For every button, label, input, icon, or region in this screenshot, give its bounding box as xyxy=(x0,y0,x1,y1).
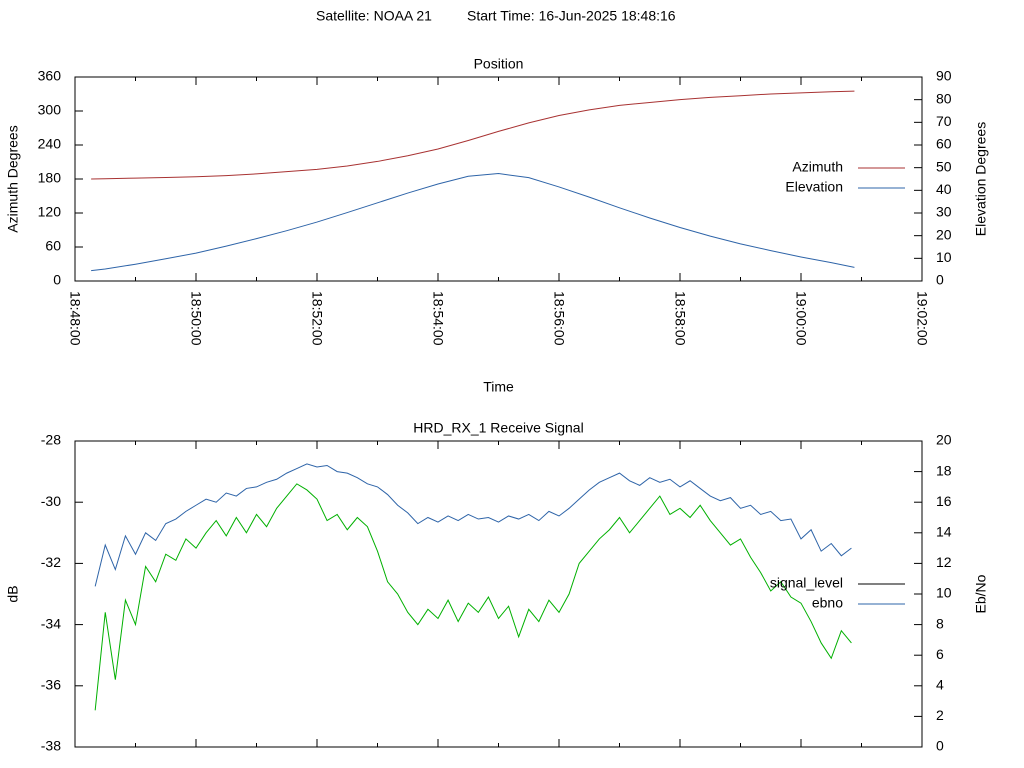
legend-label: Azimuth xyxy=(792,159,843,175)
x-tick-label: 18:50:00 xyxy=(188,291,204,346)
legend-label: Elevation xyxy=(785,179,843,195)
y2-axis-label: Eb/No xyxy=(973,574,989,613)
y-tick-label: 60 xyxy=(45,238,61,254)
y-tick-label: -38 xyxy=(41,738,61,754)
y-tick-label: -30 xyxy=(41,493,61,509)
y2-tick-label: 30 xyxy=(936,204,952,220)
y2-tick-label: 10 xyxy=(936,585,952,601)
y2-tick-label: 40 xyxy=(936,181,952,197)
y-tick-label: 300 xyxy=(38,102,62,118)
y-axis-label: Azimuth Degrees xyxy=(5,125,21,232)
y2-tick-label: 6 xyxy=(936,646,944,662)
chart-title: HRD_RX_1 Receive Signal xyxy=(413,420,583,436)
y2-tick-label: 0 xyxy=(936,272,944,288)
x-tick-label: 18:52:00 xyxy=(309,291,325,346)
satellite-label: Satellite: NOAA 21 xyxy=(316,8,432,24)
legend-label: ebno xyxy=(812,595,843,611)
y2-tick-label: 50 xyxy=(936,158,952,174)
y-tick-label: -36 xyxy=(41,677,61,693)
y-tick-label: 120 xyxy=(38,204,62,220)
legend-label: signal_level xyxy=(770,575,843,591)
y2-tick-label: 12 xyxy=(936,554,952,570)
series-line xyxy=(94,483,852,711)
y2-tick-label: 60 xyxy=(936,136,952,152)
y2-tick-label: 4 xyxy=(936,677,944,693)
y-tick-label: -32 xyxy=(41,554,61,570)
y-tick-label: 0 xyxy=(53,272,61,288)
y-tick-label: -28 xyxy=(41,432,61,448)
x-axis-label: Time xyxy=(483,379,514,395)
y2-tick-label: 90 xyxy=(936,68,952,84)
y-tick-label: 180 xyxy=(38,170,62,186)
chart-title: Position xyxy=(474,56,524,72)
y-axis-label: dB xyxy=(5,585,21,602)
y2-tick-label: 2 xyxy=(936,707,944,723)
y2-axis-label: Elevation Degrees xyxy=(973,122,989,236)
y2-tick-label: 20 xyxy=(936,226,952,242)
x-tick-label: 18:48:00 xyxy=(67,291,83,346)
x-tick-label: 18:58:00 xyxy=(672,291,688,346)
plot-frame xyxy=(74,440,923,748)
x-tick-label: 19:00:00 xyxy=(793,291,809,346)
y-tick-label: -34 xyxy=(41,615,61,631)
y2-tick-label: 18 xyxy=(936,462,952,478)
y2-tick-label: 80 xyxy=(936,90,952,106)
y2-tick-label: 14 xyxy=(936,524,952,540)
y-tick-label: 240 xyxy=(38,136,62,152)
x-tick-label: 18:54:00 xyxy=(430,291,446,346)
x-tick-label: 18:56:00 xyxy=(551,291,567,346)
y2-tick-label: 70 xyxy=(936,113,952,129)
series-line xyxy=(91,173,855,272)
y2-tick-label: 0 xyxy=(936,738,944,754)
x-tick-label: 19:02:00 xyxy=(914,291,930,346)
series-line xyxy=(91,90,855,180)
y2-tick-label: 10 xyxy=(936,249,952,265)
y2-tick-label: 8 xyxy=(936,615,944,631)
series-line xyxy=(94,463,852,587)
y2-tick-label: 20 xyxy=(936,432,952,448)
y2-tick-label: 16 xyxy=(936,493,952,509)
start-time-label: Start Time: 16-Jun-2025 18:48:16 xyxy=(467,8,676,24)
y-tick-label: 360 xyxy=(38,68,62,84)
